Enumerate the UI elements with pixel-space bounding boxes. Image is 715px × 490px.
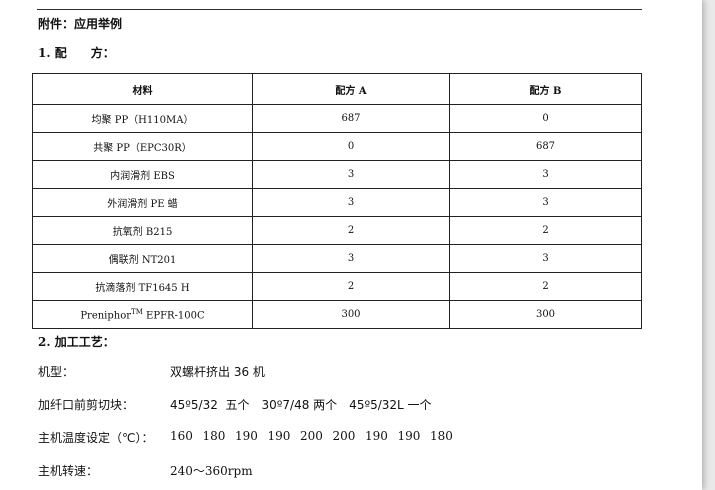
section-1-heading: 1. 配 方： xyxy=(38,46,115,60)
material-cell: 内润滑剂 EBS xyxy=(32,160,253,189)
temp-zone-2: 180 xyxy=(202,429,226,443)
table-row: 抗氧剂 B215 2 2 xyxy=(32,216,642,245)
table-row: 共聚 PP（EPC30R） 0 687 xyxy=(32,132,642,161)
a-cell: 3 xyxy=(252,160,450,189)
b-cell: 2 xyxy=(449,216,642,245)
material-name: Preniphor xyxy=(80,310,132,322)
a-cell: 3 xyxy=(252,188,450,217)
temp-zone-5: 200 xyxy=(300,429,323,443)
temp-zone-3: 190 xyxy=(235,429,258,443)
shear-block-label: 加纤口前剪切块： xyxy=(38,398,135,412)
temp-zone-9: 180 xyxy=(430,429,453,443)
b-cell: 3 xyxy=(449,160,642,189)
b-cell: 687 xyxy=(449,132,642,161)
a-cell: 300 xyxy=(252,300,450,329)
b-cell: 3 xyxy=(449,188,642,217)
material-cell: 共聚 PP（EPC30R） xyxy=(32,132,253,161)
header-rule xyxy=(37,9,642,10)
header-material: 材料 xyxy=(32,73,253,105)
a-cell: 687 xyxy=(252,104,450,133)
temp-zone-6: 200 xyxy=(332,429,356,443)
shear-block-value: 45º5/32 五个 30º7/48 两个 45º5/32L 一个 xyxy=(170,398,432,412)
table-row: 均聚 PP（H110MA） 687 0 xyxy=(32,104,642,133)
trademark-sup: TM xyxy=(131,307,143,316)
material-cell: 抗氧剂 B215 xyxy=(32,216,253,245)
machine-value: 双螺杆挤出 36 机 xyxy=(170,365,265,379)
material-cell: 均聚 PP（H110MA） xyxy=(32,104,253,133)
a-cell: 0 xyxy=(252,132,450,161)
formula-table: 材料 配方 A 配方 B 均聚 PP（H110MA） 687 0 共聚 PP（EPC… xyxy=(32,73,642,329)
b-cell: 3 xyxy=(449,244,642,273)
material-cell: 抗滴落剂 TF1645 H xyxy=(32,272,253,301)
b-cell: 2 xyxy=(449,272,642,301)
speed-label: 主机转速： xyxy=(38,464,99,478)
temp-zone-4: 190 xyxy=(267,429,291,443)
material-cell: 外润滑剂 PE 蜡 xyxy=(32,188,253,217)
temperature-label: 主机温度设定（℃）： xyxy=(38,431,154,445)
speed-value: 240～360rpm xyxy=(170,464,253,478)
material-grade: EPFR-100C xyxy=(142,310,205,322)
b-cell: 0 xyxy=(449,104,642,133)
table-header-row: 材料 配方 A 配方 B xyxy=(32,73,642,105)
a-cell: 2 xyxy=(252,216,450,245)
attachment-heading: 附件：应用举例 xyxy=(38,17,123,31)
a-cell: 3 xyxy=(252,244,450,273)
temp-zone-8: 190 xyxy=(397,429,421,443)
b-cell: 300 xyxy=(449,300,642,329)
table-row: 内润滑剂 EBS 3 3 xyxy=(32,160,642,189)
table-row: 偶联剂 NT201 3 3 xyxy=(32,244,642,273)
temperature-values: 160 180 190 190 200 200 190 190 180 xyxy=(170,429,463,443)
material-cell: PreniphorTM EPFR-100C xyxy=(32,300,253,329)
temp-zone-1: 160 xyxy=(170,429,193,443)
machine-label: 机型： xyxy=(38,365,75,379)
material-cell: 偶联剂 NT201 xyxy=(32,244,253,273)
a-cell: 2 xyxy=(252,272,450,301)
section-2-heading: 2. 加工工艺： xyxy=(38,335,115,349)
table-row: PreniphorTM EPFR-100C 300 300 xyxy=(32,300,642,329)
temp-zone-7: 190 xyxy=(365,429,388,443)
header-formula-b: 配方 B xyxy=(449,73,642,105)
header-formula-a: 配方 A xyxy=(252,73,450,105)
